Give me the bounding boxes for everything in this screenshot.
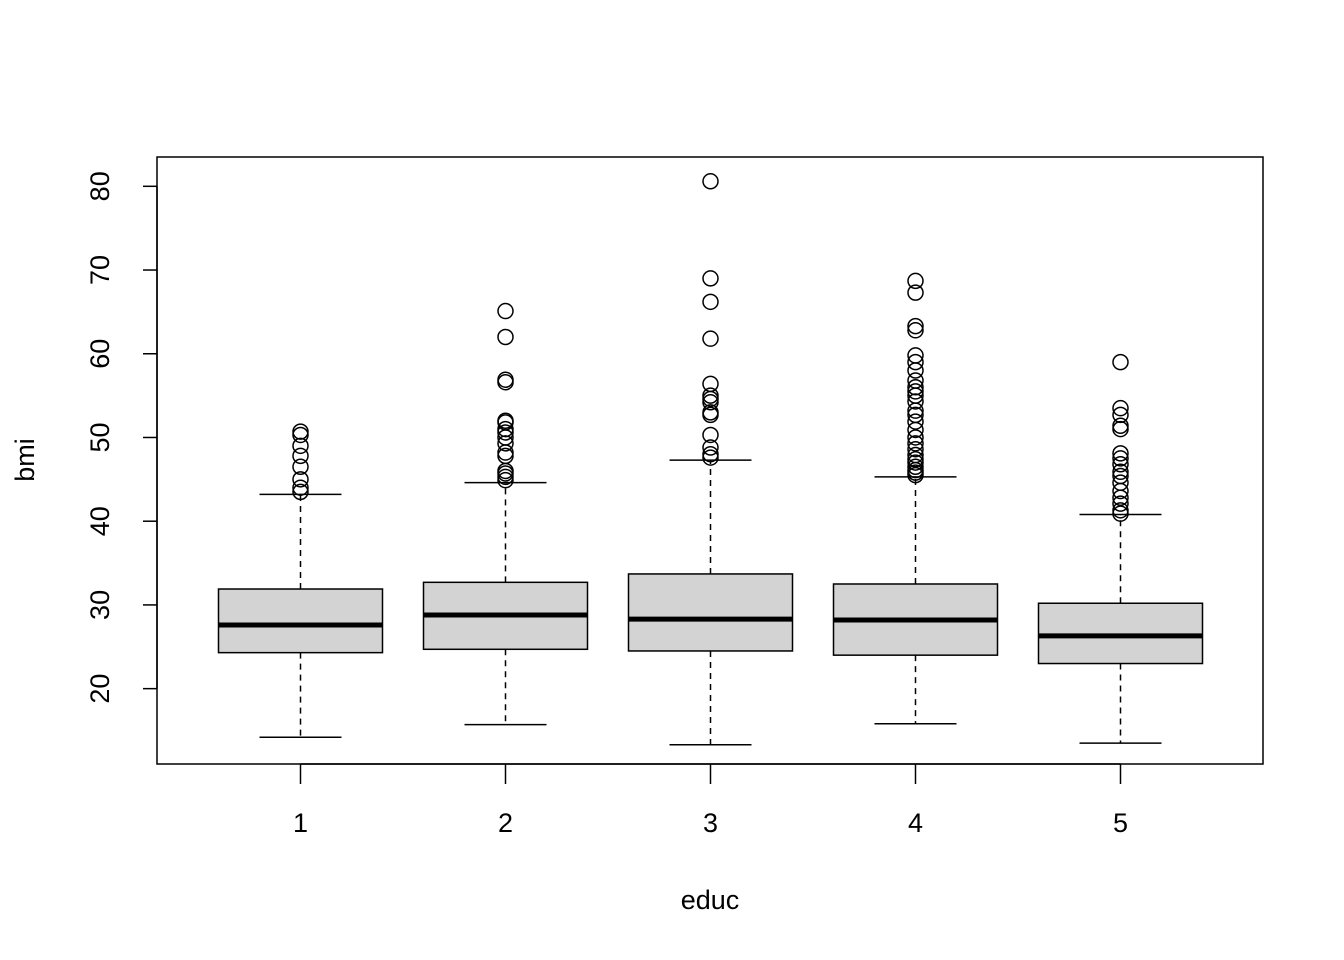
box: [217, 588, 384, 654]
outlier-point: [497, 371, 514, 388]
outlier-point: [497, 302, 514, 320]
outlier-point: [907, 372, 924, 389]
outlier-point: [497, 420, 514, 438]
outlier-point: [1112, 502, 1129, 519]
outlier-point: [1112, 456, 1129, 473]
box-group-4: [832, 272, 999, 725]
outlier-point: [702, 445, 719, 463]
box-group-3: [627, 173, 794, 746]
outlier-point: [702, 375, 719, 393]
outlier-point: [292, 471, 309, 488]
outlier-point: [1112, 406, 1129, 424]
x-tick-label: 1: [293, 808, 308, 838]
outlier-point: [907, 413, 924, 430]
x-axis: 1 2 3 4 5: [293, 763, 1128, 838]
outlier-point: [907, 353, 924, 371]
outlier-point: [702, 270, 719, 287]
y-tick-label: 50: [85, 422, 115, 452]
y-tick-label: 40: [85, 506, 115, 536]
outlier-point: [1112, 467, 1129, 485]
outlier-point: [907, 383, 924, 400]
x-tick-label: 3: [703, 808, 718, 838]
outlier-point: [292, 426, 309, 444]
plot-area: [217, 173, 1204, 746]
outlier-point: [702, 173, 719, 190]
outlier-point: [907, 322, 924, 339]
outlier-point: [1112, 474, 1129, 491]
x-tick-label: 2: [498, 808, 513, 838]
outlier-point: [292, 458, 309, 476]
x-tick-label: 4: [908, 808, 923, 838]
outlier-point: [907, 458, 924, 476]
outlier-point: [292, 479, 309, 496]
box: [1037, 602, 1204, 665]
outlier-point: [702, 439, 719, 456]
outlier-point: [497, 435, 514, 452]
box-group-5: [1037, 353, 1204, 744]
outlier-point: [907, 429, 924, 446]
outlier-point: [497, 444, 514, 461]
box: [627, 573, 794, 652]
outlier-point: [907, 347, 924, 364]
outlier-point: [907, 272, 924, 290]
y-tick-label: 20: [85, 674, 115, 704]
outlier-point: [1112, 495, 1129, 512]
box-group-2: [422, 302, 589, 726]
outlier-point: [907, 317, 924, 335]
y-tick-label: 80: [85, 171, 115, 201]
outlier-point: [907, 446, 924, 464]
y-axis: 20 30 40 50 60 70 80: [85, 171, 158, 704]
outlier-point: [1112, 450, 1129, 467]
outlier-point: [907, 402, 924, 419]
outlier-point: [292, 437, 309, 455]
outlier-point: [907, 378, 924, 396]
box-group-1: [217, 423, 384, 738]
outlier-point: [907, 406, 924, 424]
outlier-point: [907, 393, 924, 410]
outlier-point: [907, 284, 924, 301]
outlier-point: [1112, 399, 1129, 417]
y-tick-label: 30: [85, 590, 115, 620]
x-tick-label: 5: [1113, 808, 1128, 838]
outlier-point: [702, 426, 719, 444]
y-tick-label: 70: [85, 255, 115, 285]
outlier-point: [292, 483, 309, 501]
outlier-point: [1112, 417, 1129, 435]
outlier-point: [497, 412, 514, 429]
outlier-point: [1112, 463, 1129, 481]
x-axis-title: educ: [681, 885, 740, 915]
outlier-point: [1112, 420, 1129, 438]
outlier-point: [907, 435, 924, 452]
outlier-point: [1112, 353, 1129, 371]
y-tick-label: 60: [85, 339, 115, 369]
outlier-point: [497, 471, 514, 489]
outlier-point: [497, 328, 514, 346]
outlier-point: [702, 293, 719, 311]
outlier-point: [702, 404, 719, 421]
outlier-point: [702, 387, 719, 404]
outlier-point: [907, 450, 924, 468]
y-axis-title: bmi: [10, 438, 40, 482]
outlier-point: [702, 330, 719, 347]
outlier-point: [907, 440, 924, 458]
outlier-point: [292, 423, 309, 440]
outlier-point: [292, 447, 309, 465]
outlier-point: [1112, 445, 1129, 462]
outlier-point: [907, 362, 924, 379]
